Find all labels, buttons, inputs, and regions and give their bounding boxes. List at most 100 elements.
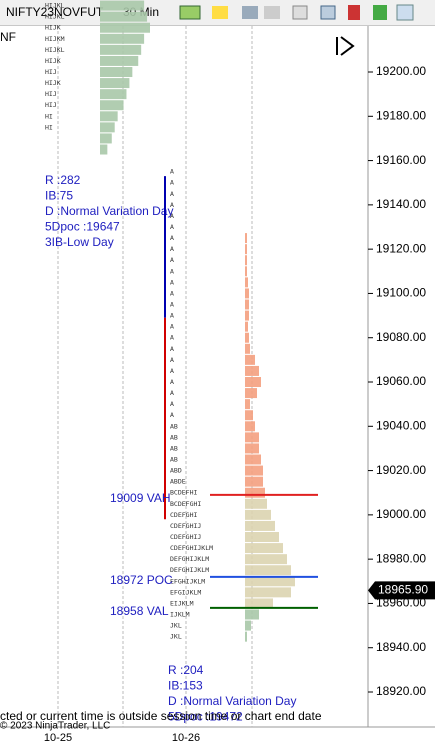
tpo-row: BCDEFGHI — [170, 500, 201, 508]
tpo-row: CDEFGHIJ — [170, 522, 201, 530]
tpo-row: A — [170, 334, 174, 342]
profile-bar — [100, 44, 142, 55]
profile-bar — [100, 33, 145, 44]
tpo-row: A — [170, 245, 174, 253]
session-note: D :Normal Variation Day — [168, 694, 296, 708]
copyright: © 2023 NinjaTrader, LLC — [0, 721, 110, 732]
profile-bar — [245, 266, 247, 277]
session-note: IB:153 — [168, 679, 203, 693]
y-tick-label: 19060.00 — [376, 374, 426, 388]
tpo-row: A — [170, 267, 174, 275]
level-label: 19009 VAH — [110, 491, 171, 505]
profile-bar — [245, 443, 259, 454]
profile-bar — [245, 321, 248, 332]
profile-bar — [245, 432, 259, 443]
y-tick-label: 19020.00 — [376, 463, 426, 477]
y-tick-label: 18920.00 — [376, 684, 426, 698]
profile-bar — [100, 111, 118, 122]
level-label: 18972 POC — [110, 573, 173, 587]
x-tick-label: 10-25 — [44, 732, 72, 744]
tpo-row: A — [170, 168, 174, 176]
instrument[interactable]: NIFTY23NOVFUT — [6, 5, 104, 19]
session-note: D :Normal Variation Day — [45, 204, 173, 218]
y-tick-label: 19100.00 — [376, 286, 426, 300]
tpo-row: HIJ — [45, 90, 57, 98]
tpo-row: CDEFGHI — [170, 511, 197, 519]
tpo-row: AB — [170, 444, 178, 452]
tpo-row: AB — [170, 456, 178, 464]
y-tick-label: 19080.00 — [376, 330, 426, 344]
tpo-row: AB — [170, 433, 178, 441]
y-tick-label: 19160.00 — [376, 153, 426, 167]
profile-bar — [100, 0, 145, 11]
last-price-label: 18965.90 — [378, 583, 428, 597]
tpo-row: HIJKL — [45, 13, 65, 21]
tpo-row: A — [170, 345, 174, 353]
tpo-row: A — [170, 301, 174, 309]
profile-bar — [100, 122, 115, 133]
profile-bar — [245, 233, 247, 244]
last-price-marker — [368, 581, 435, 600]
tpo-row: A — [170, 223, 174, 231]
tpo-row: A — [170, 411, 174, 419]
profile-bar — [100, 11, 148, 22]
profile-bar — [245, 609, 259, 620]
tpo-row: A — [170, 201, 174, 209]
tpo-row: JKL — [170, 633, 182, 641]
profile-bar — [245, 587, 291, 598]
tpo-row: DEFGHIJKLM — [170, 566, 209, 574]
profile-bar — [245, 410, 253, 421]
profile-bar — [245, 476, 263, 487]
tpo-row: HIJK — [45, 79, 61, 87]
tpo-row: A — [170, 179, 174, 187]
scroll-end[interactable] — [336, 36, 355, 56]
tpo-row: HIJKM — [45, 35, 65, 43]
tpo-row: A — [170, 356, 174, 364]
profile-bar — [245, 520, 275, 531]
profile-bar — [245, 465, 263, 476]
y-tick-label: 19200.00 — [376, 64, 426, 78]
profile-bar — [245, 343, 250, 354]
tpo-row: A — [170, 378, 174, 386]
profile-bar — [245, 454, 261, 465]
profile-bar — [245, 532, 279, 543]
tpo-row: HIJK — [45, 57, 61, 65]
session-note: 5Dpoc :19472 — [168, 710, 243, 724]
profile-bar — [245, 565, 291, 576]
status: cted or current time is outside session … — [0, 709, 322, 723]
y-tick-label: 19120.00 — [376, 241, 426, 255]
profile-bar — [245, 288, 249, 299]
profile-bar — [245, 354, 255, 365]
tpo-row: A — [170, 212, 174, 220]
profile-bar — [245, 576, 295, 587]
profile-bar — [100, 100, 124, 111]
x-tick-label: 10-26 — [172, 732, 200, 744]
tpo-row: HIJ — [45, 101, 57, 109]
y-tick-label: 18940.00 — [376, 640, 426, 654]
y-tick-label: 19040.00 — [376, 418, 426, 432]
profile-bar — [245, 255, 247, 266]
tpo-row: JKL — [170, 622, 182, 630]
profile-bar — [245, 365, 259, 376]
profile-bar — [100, 89, 127, 100]
profile-bar — [245, 244, 247, 255]
profile-bar — [100, 78, 130, 89]
profile-bar — [100, 133, 112, 144]
profile-bar — [245, 487, 265, 498]
icons — [179, 4, 414, 21]
session-note: IB:75 — [45, 189, 73, 203]
tpo-row: A — [170, 323, 174, 331]
tpo-row: A — [170, 234, 174, 242]
tpo-row: CDEFGHIJKLM — [170, 544, 213, 552]
tpo-row: A — [170, 278, 174, 286]
tpo-row: HI — [45, 123, 53, 131]
session-note: R :282 — [45, 173, 81, 187]
corner-label: NF — [0, 30, 16, 44]
session-note: R :204 — [168, 663, 204, 677]
profile-bar — [245, 299, 249, 310]
tpo-row: HIJKL — [45, 2, 65, 10]
tpo-row: A — [170, 190, 174, 198]
tpo-row: CDEFGHIJ — [170, 533, 201, 541]
tpo-row: A — [170, 400, 174, 408]
